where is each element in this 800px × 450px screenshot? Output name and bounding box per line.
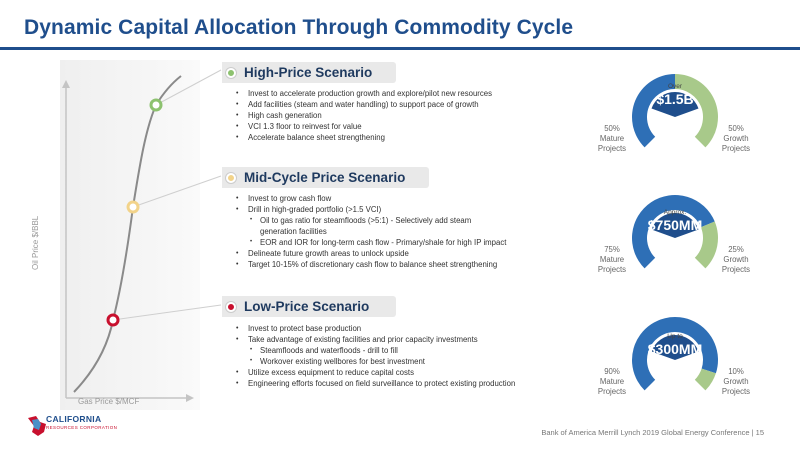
gauge-mature-arc (632, 317, 718, 391)
growth-pct: 25% (728, 245, 744, 254)
list-item: Add facilities (steam and water handling… (236, 99, 566, 110)
y-axis-label: Oil Price $/BBL (31, 215, 40, 270)
mature-word: Mature (599, 255, 625, 264)
mid-price-marker (126, 200, 140, 214)
mid-price-dot-icon (226, 172, 236, 183)
gauge-mature-arc (632, 74, 675, 148)
gauge-high-chart (632, 74, 718, 148)
gauge-high: Over $1.5B 50% Mature Projects 50% Growt… (598, 62, 750, 182)
growth-word: Growth (723, 134, 749, 143)
y-axis-arrow (62, 80, 70, 88)
growth-pct: 50% (728, 124, 744, 133)
high-price-title: High-Price Scenario (244, 65, 373, 80)
mature-word: Mature (599, 377, 625, 386)
gauge-growth-label: 10% Growth Projects (706, 367, 766, 397)
connector-low (112, 304, 222, 321)
gauge-growth-label: 50% Growth Projects (706, 124, 766, 154)
low-price-dot-icon (226, 301, 236, 312)
gauge-mature-label: 50% Mature Projects (582, 124, 642, 154)
gauge-low: Up to $300MM 90% Mature Projects 10% Gro… (598, 305, 750, 425)
gauge-amount-cap (651, 213, 699, 238)
list-item: Invest to grow cash flow (236, 193, 566, 204)
low-price-bullets: Invest to protect base production Take a… (236, 323, 576, 389)
list-item: Drill in high-graded portfolio (>1.5 VCI… (236, 204, 566, 215)
mature-pct: 75% (604, 245, 620, 254)
connector-mid (132, 175, 222, 208)
sub-list-item: Workover existing wellbores for best inv… (236, 356, 576, 367)
gauge-mid: Approx. $750MM 75% Mature Projects 25% G… (598, 183, 750, 303)
list-item: Invest to protect base production (236, 323, 576, 334)
list-item: Accelerate balance sheet strengthening (236, 132, 566, 143)
title-rule (0, 47, 800, 50)
gauge-growth-arc (694, 368, 716, 391)
mature-pct: 90% (604, 367, 620, 376)
high-price-bullets: Invest to accelerate production growth a… (236, 88, 566, 143)
gauge-amount-cap (651, 92, 699, 117)
list-item: VCI 1.3 floor to reinvest for value (236, 121, 566, 132)
footer-text: Bank of America Merrill Lynch 2019 Globa… (541, 428, 764, 437)
sub-list-item: Steamfloods and waterfloods - drill to f… (236, 345, 576, 356)
list-item: Engineering efforts focused on field sur… (236, 378, 576, 389)
mid-price-title: Mid-Cycle Price Scenario (244, 170, 406, 185)
low-price-header: Low-Price Scenario (222, 296, 396, 317)
x-axis-arrow (186, 394, 194, 402)
mature-pct: 50% (604, 124, 620, 133)
mature-word: Mature (599, 134, 625, 143)
list-item: Delineate future growth areas to unlock … (236, 248, 566, 259)
growth-projects: Projects (721, 144, 751, 153)
list-item: High cash generation (236, 110, 566, 121)
logo-wordmark: CALIFORNIA (46, 414, 102, 424)
gauge-mature-label: 90% Mature Projects (582, 367, 642, 397)
logo-subtitle: RESOURCES CORPORATION (46, 425, 118, 430)
list-item: Utilize excess equipment to reduce capit… (236, 367, 576, 378)
sub-list-item: EOR and IOR for long-term cash flow - Pr… (236, 237, 566, 248)
mature-projects: Projects (597, 144, 627, 153)
mature-projects: Projects (597, 387, 627, 396)
connector-high (155, 69, 222, 106)
low-price-title: Low-Price Scenario (244, 299, 370, 314)
list-item: Invest to accelerate production growth a… (236, 88, 566, 99)
gauge-prefix: Up to (667, 333, 683, 340)
gauge-growth-label: 25% Growth Projects (706, 245, 766, 275)
gauge-amount: $300MM (647, 341, 703, 357)
gauge-prefix: Approx. (663, 209, 687, 216)
gauge-amount-cap (651, 335, 699, 360)
gauge-mature-arc (632, 194, 715, 269)
mid-price-bullets: Invest to grow cash flow Drill in high-g… (236, 193, 566, 270)
page-title: Dynamic Capital Allocation Through Commo… (24, 16, 574, 39)
gauge-low-chart (632, 317, 718, 391)
sub-list-item-continued: generation facilities (260, 227, 327, 236)
high-price-dot-icon (226, 67, 236, 78)
growth-word: Growth (723, 377, 749, 386)
gauge-amount: $1.5B (656, 91, 694, 107)
low-price-marker (106, 313, 120, 327)
mid-price-header: Mid-Cycle Price Scenario (222, 167, 429, 188)
california-logo-icon (28, 416, 46, 436)
sub-list-item: Oil to gas ratio for steamfloods (>5:1) … (236, 215, 566, 226)
growth-projects: Projects (721, 387, 751, 396)
mature-projects: Projects (597, 265, 627, 274)
high-price-header: High-Price Scenario (222, 62, 396, 83)
growth-word: Growth (723, 255, 749, 264)
gauge-growth-arc (694, 221, 718, 269)
list-item: Take advantage of existing facilities an… (236, 334, 576, 345)
gauge-mature-label: 75% Mature Projects (582, 245, 642, 275)
x-axis-label: Gas Price $/MCF (78, 397, 140, 406)
list-item: Target 10-15% of discretionary cash flow… (236, 259, 566, 270)
gauge-prefix: Over (667, 83, 683, 90)
growth-pct: 10% (728, 367, 744, 376)
gauge-mid-chart (632, 194, 718, 269)
gauge-growth-arc (675, 74, 718, 148)
gauge-amount: $750MM (647, 217, 703, 233)
high-price-marker (149, 98, 163, 112)
growth-projects: Projects (721, 265, 751, 274)
